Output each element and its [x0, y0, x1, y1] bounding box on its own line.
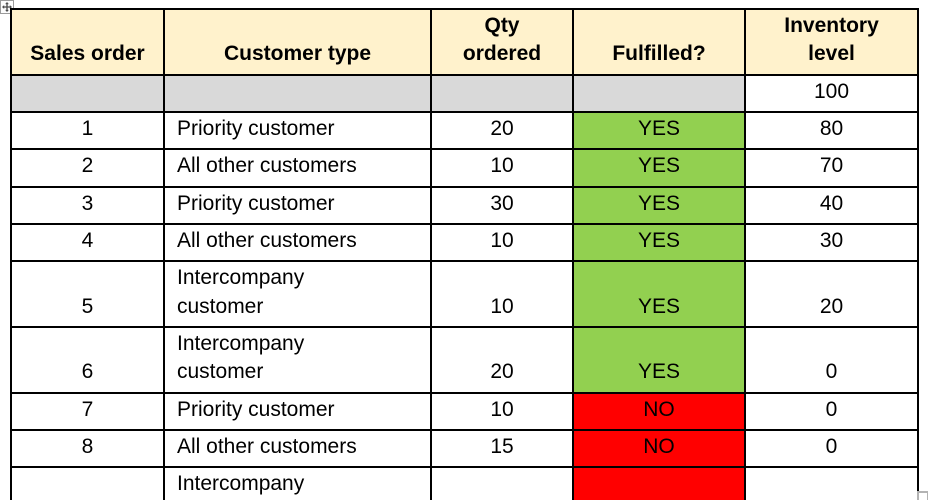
cell-fulfilled-status[interactable]: NO: [572, 429, 746, 469]
cell-customer-type[interactable]: Intercompany customer: [163, 466, 432, 500]
cell-fulfilled-status[interactable]: YES: [572, 223, 746, 263]
table-row: 2 All other customers 10 YES 70: [10, 148, 919, 188]
cell-qty-ordered[interactable]: 10: [430, 148, 574, 188]
starting-inventory-row: 100: [10, 73, 919, 114]
cell-qty-ordered[interactable]: 20: [430, 326, 574, 394]
cell-customer-type[interactable]: Priority customer: [163, 111, 432, 151]
header-customer-type[interactable]: Customer type: [163, 8, 432, 76]
cell-sales-order[interactable]: [10, 73, 165, 114]
cell-sales-order[interactable]: 8: [10, 429, 165, 469]
cell-inventory-level[interactable]: 0: [744, 429, 919, 469]
cell-inventory-level[interactable]: 0: [744, 466, 919, 500]
cell-customer-type[interactable]: All other customers: [163, 223, 432, 263]
cell-inventory-level[interactable]: 0: [744, 391, 919, 432]
table-row: 1 Priority customer 20 YES 80: [10, 111, 919, 151]
cell-customer-type[interactable]: All other customers: [163, 429, 432, 469]
cell-fulfilled-status[interactable]: YES: [572, 111, 746, 151]
cell-qty-ordered[interactable]: 10: [430, 260, 574, 329]
cell-fulfilled-status[interactable]: NO: [572, 466, 746, 500]
table-row: 4 All other customers 10 YES 30: [10, 223, 919, 263]
cell-customer-type[interactable]: [163, 73, 432, 114]
cell-inventory-level[interactable]: 70: [744, 148, 919, 188]
cell-sales-order[interactable]: 7: [10, 391, 165, 432]
cell-sales-order[interactable]: 4: [10, 223, 165, 263]
table-row: 5 Intercompany customer 10 YES 20: [10, 260, 919, 329]
cell-sales-order[interactable]: 5: [10, 260, 165, 329]
table-row: 6 Intercompany customer 20 YES 0: [10, 326, 919, 394]
cell-inventory-level[interactable]: 0: [744, 326, 919, 394]
cell-qty-ordered[interactable]: 10: [430, 391, 574, 432]
table-row: 9 Intercompany customer 10 NO 0: [10, 466, 919, 500]
cell-inventory-level[interactable]: 100: [744, 73, 919, 114]
cell-inventory-level[interactable]: 30: [744, 223, 919, 263]
cell-customer-type[interactable]: Priority customer: [163, 185, 432, 226]
cell-customer-type[interactable]: Intercompany customer: [163, 260, 432, 329]
cell-sales-order[interactable]: 3: [10, 185, 165, 226]
cell-customer-type[interactable]: Priority customer: [163, 391, 432, 432]
table-row: 7 Priority customer 10 NO 0: [10, 391, 919, 432]
cell-fulfilled-status[interactable]: NO: [572, 391, 746, 432]
table-row: 8 All other customers 15 NO 0: [10, 429, 919, 469]
cell-fulfilled-status[interactable]: YES: [572, 185, 746, 226]
header-sales-order[interactable]: Sales order: [10, 8, 165, 76]
cell-qty-ordered[interactable]: 20: [430, 111, 574, 151]
cell-inventory-level[interactable]: 80: [744, 111, 919, 151]
cell-sales-order[interactable]: 1: [10, 111, 165, 151]
cell-fulfilled[interactable]: [572, 73, 746, 114]
cell-fulfilled-status[interactable]: YES: [572, 260, 746, 329]
cell-inventory-level[interactable]: 40: [744, 185, 919, 226]
header-fulfilled[interactable]: Fulfilled?: [572, 8, 746, 76]
cell-fulfilled-status[interactable]: YES: [572, 148, 746, 188]
sales-orders-table: Sales order Customer type Qty ordered Fu…: [10, 8, 919, 500]
cell-fulfilled-status[interactable]: YES: [572, 326, 746, 394]
cell-sales-order[interactable]: 2: [10, 148, 165, 188]
cell-inventory-level[interactable]: 20: [744, 260, 919, 329]
cell-qty-ordered[interactable]: 10: [430, 466, 574, 500]
cell-qty-ordered[interactable]: 30: [430, 185, 574, 226]
table-resize-handle[interactable]: [917, 491, 928, 500]
cell-customer-type[interactable]: All other customers: [163, 148, 432, 188]
move-icon: [2, 2, 12, 12]
header-inventory-level[interactable]: Inventory level: [744, 8, 919, 76]
cell-sales-order[interactable]: 9: [10, 466, 165, 500]
header-qty-ordered[interactable]: Qty ordered: [430, 8, 574, 76]
cell-sales-order[interactable]: 6: [10, 326, 165, 394]
table-header-row: Sales order Customer type Qty ordered Fu…: [10, 8, 919, 76]
table-row: 3 Priority customer 30 YES 40: [10, 185, 919, 226]
cell-qty-ordered[interactable]: 15: [430, 429, 574, 469]
cell-qty-ordered[interactable]: [430, 73, 574, 114]
cell-customer-type[interactable]: Intercompany customer: [163, 326, 432, 394]
cell-qty-ordered[interactable]: 10: [430, 223, 574, 263]
